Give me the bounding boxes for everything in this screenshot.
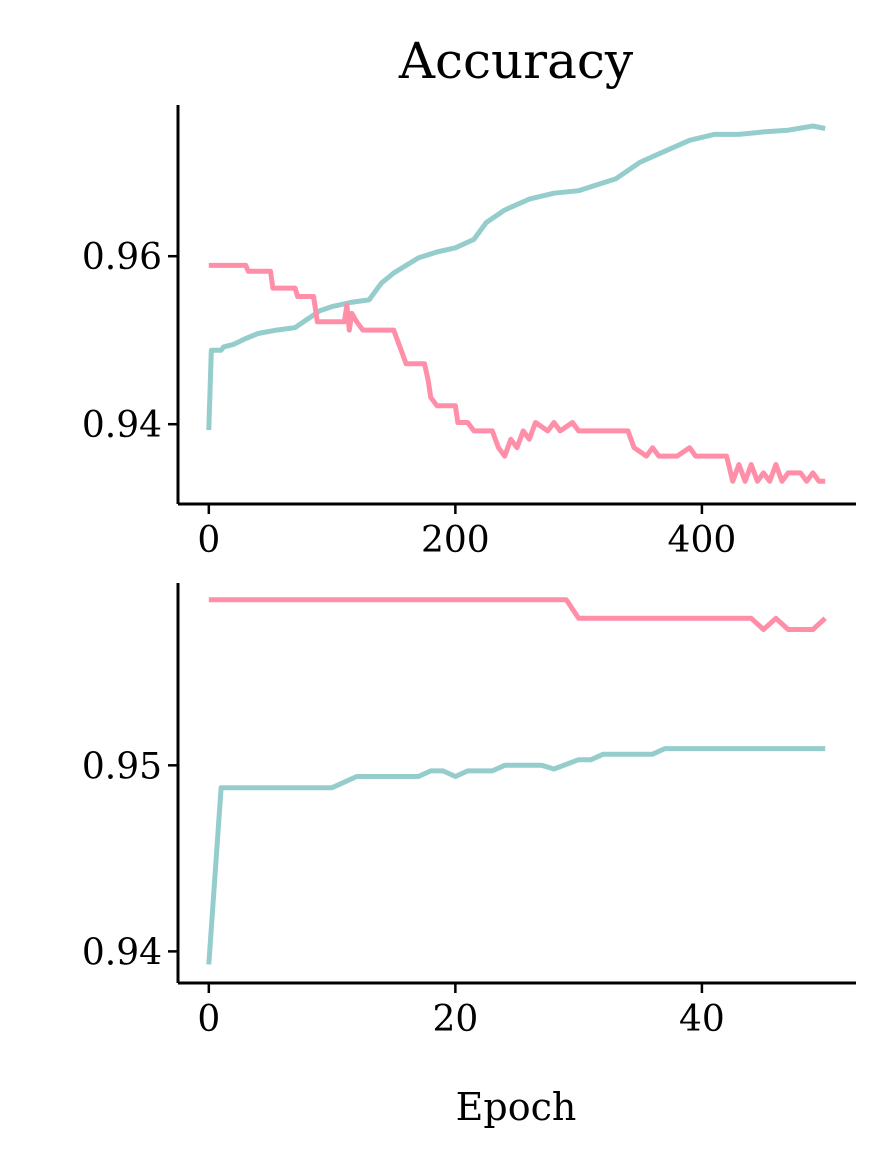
series-layer-bottom bbox=[206, 597, 827, 965]
x-tick-label: 40 bbox=[679, 999, 725, 1040]
axes-bottom: 0 20 40 0.94 0.95 bbox=[82, 583, 856, 1040]
y-tick-label: 0.94 bbox=[82, 932, 162, 973]
series-line-train bbox=[206, 746, 826, 965]
series-line-val bbox=[208, 262, 826, 484]
y-tick-label: 0.94 bbox=[82, 405, 162, 446]
axes-top: 0 200 400 0.94 0.96 bbox=[82, 105, 856, 561]
series-line-val bbox=[208, 597, 827, 632]
series-line-train bbox=[206, 123, 826, 431]
chart-title: Accuracy bbox=[398, 32, 634, 90]
accuracy-panel-top: Accuracy 0 200 400 0.94 0.96 bbox=[82, 32, 856, 561]
x-tick-label: 0 bbox=[197, 999, 220, 1040]
x-axis-label: Epoch bbox=[456, 1085, 577, 1129]
x-tick-label: 0 bbox=[197, 520, 220, 561]
x-tick-label: 200 bbox=[421, 520, 490, 561]
series-layer-top bbox=[206, 123, 826, 484]
accuracy-panel-bottom: 0 20 40 0.94 0.95 Epoch bbox=[82, 583, 856, 1129]
y-tick-label: 0.96 bbox=[82, 237, 162, 278]
x-tick-label: 20 bbox=[432, 999, 478, 1040]
y-tick-label: 0.95 bbox=[82, 746, 162, 787]
x-tick-label: 400 bbox=[668, 520, 737, 561]
